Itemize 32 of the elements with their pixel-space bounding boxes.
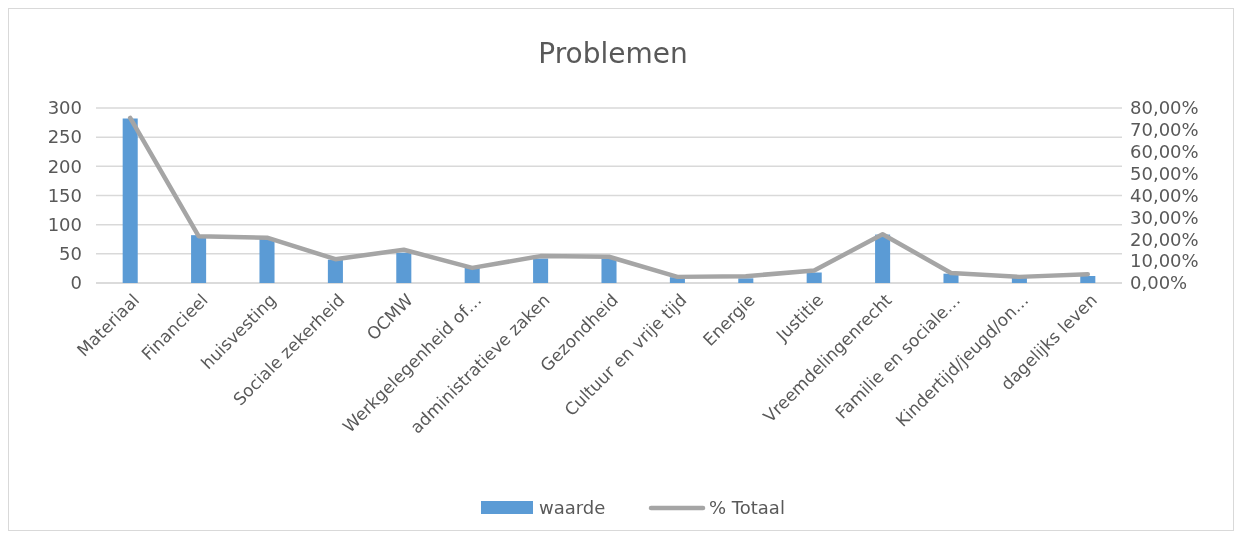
- y-tick-label: 0: [70, 272, 82, 294]
- y2-tick-label: 30,00%: [1130, 206, 1199, 228]
- y2-tick-label: 80,00%: [1130, 97, 1199, 119]
- y-tick-label: 150: [47, 184, 82, 206]
- bar: [1080, 276, 1096, 283]
- y2-tick-label: 20,00%: [1130, 228, 1199, 250]
- y2-tick-label: 0,00%: [1130, 272, 1188, 294]
- y-tick-label: 300: [47, 97, 82, 119]
- chart-title: Problemen: [538, 37, 688, 70]
- y2-tick-label: 70,00%: [1130, 119, 1199, 141]
- y-tick-label: 200: [47, 155, 82, 177]
- line-series: [127, 115, 1091, 280]
- legend-label: % Totaal: [709, 497, 785, 519]
- y-tick-label: 100: [47, 213, 82, 235]
- bar: [875, 234, 891, 283]
- bar: [601, 258, 617, 283]
- bar: [738, 278, 754, 283]
- bar: [191, 235, 207, 283]
- bar: [327, 259, 343, 283]
- bar: [396, 252, 412, 283]
- y-tick-label: 50: [59, 243, 82, 265]
- bar: [943, 273, 959, 283]
- bar: [533, 258, 549, 283]
- legend-label: waarde: [539, 497, 606, 519]
- bar: [259, 238, 275, 283]
- y2-tick-label: 50,00%: [1130, 162, 1199, 184]
- y2-tick-label: 40,00%: [1130, 184, 1199, 206]
- y2-tick-label: 60,00%: [1130, 141, 1199, 163]
- y-tick-label: 250: [47, 126, 82, 148]
- y2-tick-label: 10,00%: [1130, 250, 1199, 272]
- bar: [122, 118, 138, 283]
- bar: [806, 272, 822, 283]
